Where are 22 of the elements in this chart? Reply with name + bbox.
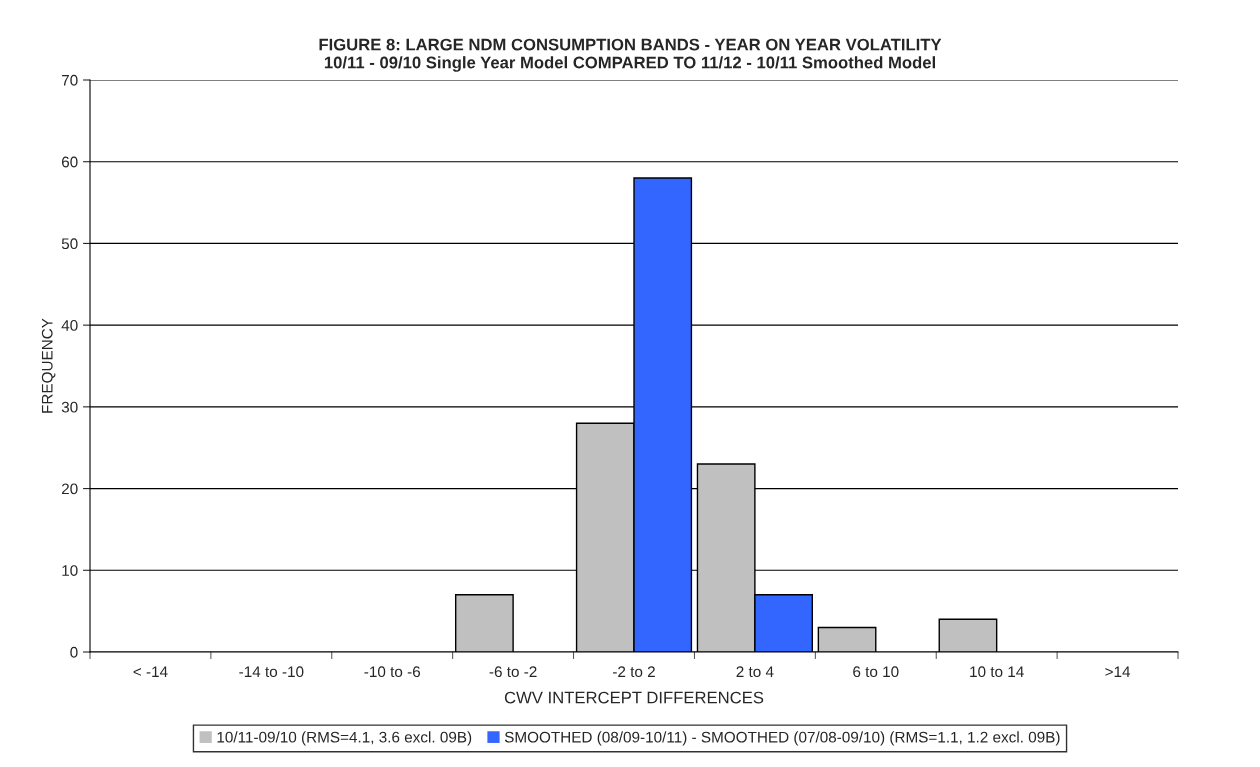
y-axis-title: FREQUENCY xyxy=(41,318,56,413)
x-tick-label: < -14 xyxy=(133,666,168,677)
x-tick-label: -2 to 2 xyxy=(613,666,655,678)
x-tick-label: >14 xyxy=(1105,666,1131,677)
legend-label: 10/11-09/10 (RMS=4.1, 3.6 excl. 09B) xyxy=(217,731,472,746)
legend-label: SMOOTHED (08/09-10/11) - SMOOTHED (07/08-09/10) (RMS=1.1, 1.2 excl. 09B) xyxy=(504,731,1060,746)
x-tick-label: -6 to -2 xyxy=(489,666,537,678)
y-tick-label: 10 xyxy=(62,565,78,576)
x-tick-label: -14 to -10 xyxy=(239,666,304,678)
y-tick-label: 30 xyxy=(61,401,78,413)
x-axis-title: CWV INTERCEPT DIFFERENCES xyxy=(504,691,764,704)
y-tick-label: 50 xyxy=(61,238,78,250)
y-tick-label: 70 xyxy=(61,74,78,86)
y-tick-label: 20 xyxy=(61,483,78,495)
y-tick-label: 40 xyxy=(61,320,78,331)
x-tick-label: -10 to -6 xyxy=(364,666,420,678)
y-tick-label: 60 xyxy=(61,156,78,168)
y-tick-label: 0 xyxy=(70,646,78,658)
chart-title: FIGURE 8: LARGE NDM CONSUMPTION BANDS - YEAR ON YEAR VOLATILITY 10/11 - 09/10 Single Year Model COMPARED TO 11/12 - 10/11 Smoothed Model xyxy=(319,38,942,72)
x-tick-label: 2 to 4 xyxy=(736,666,774,678)
x-tick-label: 6 to 10 xyxy=(853,666,899,678)
x-tick-label: 10 to 14 xyxy=(970,666,1024,678)
